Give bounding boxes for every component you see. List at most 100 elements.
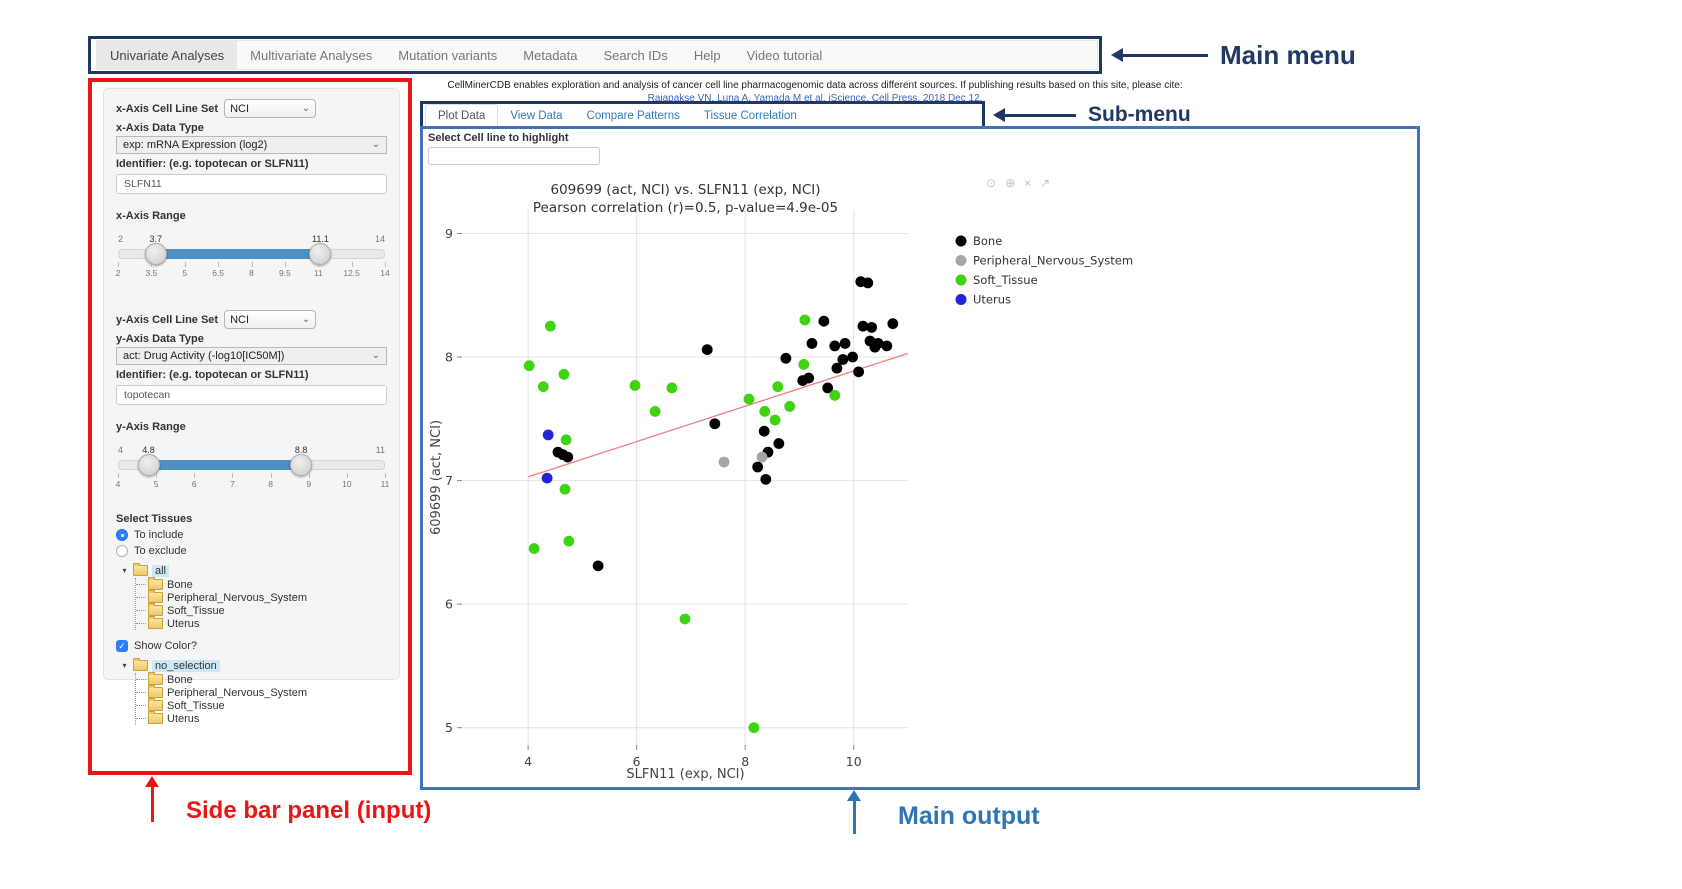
- scatter-point-bone[interactable]: [853, 366, 865, 378]
- scatter-point-soft_tissue[interactable]: [829, 389, 841, 401]
- tab-mutation-variants[interactable]: Mutation variants: [398, 48, 498, 63]
- slider-handle-to[interactable]: [290, 454, 313, 476]
- x-axis-data-type-select[interactable]: exp: mRNA Expression (log2) ⌄: [116, 136, 387, 154]
- tree-node-uterus[interactable]: Uterus: [136, 616, 387, 630]
- scatter-point-soft_tissue[interactable]: [528, 543, 540, 554]
- tab-metadata[interactable]: Metadata: [523, 48, 578, 63]
- highlight-cell-line-input[interactable]: [428, 147, 600, 165]
- scatter-point-bone[interactable]: [881, 340, 893, 352]
- tab-video-tutorial[interactable]: Video tutorial: [746, 48, 823, 63]
- scatter-point-soft_tissue[interactable]: [560, 434, 572, 446]
- scatter-point-bone[interactable]: [847, 351, 859, 363]
- scatter-point-soft_tissue[interactable]: [748, 722, 760, 734]
- tab-multivariate-analyses[interactable]: Multivariate Analyses: [250, 48, 373, 63]
- scatter-point-bone[interactable]: [839, 338, 851, 349]
- scatter-point-soft_tissue[interactable]: [743, 393, 755, 405]
- radio-to-exclude-label: To exclude: [134, 545, 187, 557]
- x-axis-range-slider[interactable]: 2 14 3.7 11.1 2 3.5 5 6.5 8 9.5 11 12.5 14: [116, 234, 390, 282]
- close-icon[interactable]: ×: [1024, 176, 1032, 190]
- scatter-point-bone[interactable]: [592, 560, 604, 572]
- scatter-point-bone[interactable]: [869, 341, 881, 353]
- scatter-point-soft_tissue[interactable]: [544, 320, 556, 332]
- autoscale-icon[interactable]: ↗: [1040, 176, 1051, 190]
- scatter-point-soft_tissue[interactable]: [769, 414, 781, 426]
- tab-compare-patterns[interactable]: Compare Patterns: [586, 110, 680, 122]
- scatter-point-bone[interactable]: [562, 451, 574, 463]
- scatter-point-soft_tissue[interactable]: [629, 380, 641, 391]
- tree-node-all[interactable]: ▾ all: [120, 563, 387, 578]
- citation-link[interactable]: Rajapakse VN, Luna A, Yamada M et al. iS…: [647, 93, 983, 104]
- scatter-point-uterus[interactable]: [542, 429, 554, 441]
- tree-node-no-selection[interactable]: ▾ no_selection: [120, 658, 387, 673]
- x-axis-identifier-input[interactable]: [116, 174, 387, 194]
- slider-handle-to[interactable]: [309, 243, 332, 265]
- scatter-point-soft_tissue[interactable]: [784, 401, 796, 412]
- scatter-point-uterus[interactable]: [541, 472, 553, 484]
- x-axis-cell-line-set-select[interactable]: NCI ⌄: [224, 99, 317, 118]
- y-axis-identifier-input[interactable]: [116, 385, 387, 405]
- tab-help[interactable]: Help: [693, 48, 721, 63]
- tab-view-data[interactable]: View Data: [510, 110, 563, 122]
- tab-tissue-correlation[interactable]: Tissue Correlation: [703, 110, 797, 122]
- slider-handle-from[interactable]: [137, 454, 160, 476]
- scatter-point-bone[interactable]: [797, 375, 809, 386]
- tree-node-soft-tissue[interactable]: Soft_Tissue: [136, 603, 387, 617]
- scatter-point-bone[interactable]: [752, 461, 764, 473]
- scatter-point-bone[interactable]: [780, 352, 792, 364]
- scatter-point-bone[interactable]: [758, 425, 770, 437]
- tree-node-peripheral-nervous-system[interactable]: Peripheral_Nervous_System: [136, 685, 387, 699]
- scatter-point-bone[interactable]: [818, 315, 830, 327]
- scatter-point-bone[interactable]: [866, 321, 878, 333]
- scatter-point-bone[interactable]: [829, 340, 841, 352]
- scatter-point-soft_tissue[interactable]: [759, 405, 771, 417]
- camera-icon[interactable]: ⊙: [986, 176, 997, 190]
- tree-node-peripheral-nervous-system[interactable]: Peripheral_Nervous_System: [136, 590, 387, 604]
- expander-icon[interactable]: ▾: [122, 566, 127, 575]
- y-axis-data-type-select[interactable]: act: Drug Activity (-log10[IC50M]) ⌄: [116, 347, 387, 365]
- tab-univariate-analyses[interactable]: Univariate Analyses: [97, 41, 238, 69]
- scatter-point-soft_tissue[interactable]: [537, 381, 549, 393]
- scatter-point-soft_tissue[interactable]: [666, 382, 678, 394]
- y-axis-range-slider[interactable]: 4 11 4.8 8.8 4 5 6 7 8 9 10 11: [116, 445, 390, 493]
- radio-to-exclude[interactable]: To exclude: [116, 545, 387, 557]
- scatter-point-bone[interactable]: [709, 418, 721, 430]
- legend-marker-soft_tissue[interactable]: [955, 274, 967, 286]
- scatter-point-bone[interactable]: [887, 318, 899, 330]
- scatter-point-bone[interactable]: [822, 382, 834, 394]
- scatter-point-soft_tissue[interactable]: [772, 381, 784, 393]
- radio-to-include[interactable]: To include: [116, 529, 387, 541]
- zoom-in-icon[interactable]: ⊕: [1005, 176, 1016, 190]
- scatter-point-soft_tissue[interactable]: [679, 613, 691, 625]
- scatter-point-bone[interactable]: [857, 320, 869, 332]
- scatter-point-bone[interactable]: [760, 473, 772, 485]
- scatter-point-soft_tissue[interactable]: [798, 359, 810, 370]
- y-axis-cell-line-set-select[interactable]: NCI ⌄: [224, 310, 317, 329]
- tree-node-bone[interactable]: Bone: [136, 577, 387, 591]
- slider-tick-label: 3.5: [145, 268, 158, 278]
- tree-node-uterus[interactable]: Uterus: [136, 711, 387, 725]
- scatter-point-soft_tissue[interactable]: [563, 535, 575, 547]
- show-color-checkbox-row[interactable]: ✓ Show Color?: [116, 640, 387, 652]
- scatter-point-soft_tissue[interactable]: [523, 360, 535, 372]
- tab-plot-data[interactable]: Plot Data: [425, 104, 499, 128]
- tree-node-bone[interactable]: Bone: [136, 672, 387, 686]
- slider-handle-from[interactable]: [144, 243, 167, 265]
- legend-marker-bone[interactable]: [955, 235, 967, 247]
- scatter-point-bone[interactable]: [862, 277, 874, 289]
- scatter-point-bone[interactable]: [701, 344, 713, 356]
- scatter-point-peripheral_nervous_system[interactable]: [756, 451, 768, 463]
- scatter-point-soft_tissue[interactable]: [558, 368, 570, 380]
- scatter-point-bone[interactable]: [806, 338, 818, 349]
- scatter-point-soft_tissue[interactable]: [649, 405, 661, 417]
- scatter-point-soft_tissue[interactable]: [559, 483, 571, 495]
- tab-search-ids[interactable]: Search IDs: [603, 48, 668, 63]
- scatter-point-bone[interactable]: [831, 362, 843, 374]
- legend-marker-peripheral_nervous_system[interactable]: [955, 255, 967, 266]
- scatter-point-peripheral_nervous_system[interactable]: [718, 456, 730, 468]
- legend-marker-uterus[interactable]: [955, 294, 967, 305]
- tree-node-soft-tissue[interactable]: Soft_Tissue: [136, 698, 387, 712]
- expander-icon[interactable]: ▾: [122, 661, 127, 670]
- scatter-point-soft_tissue[interactable]: [799, 314, 811, 326]
- scatter-point-bone[interactable]: [773, 438, 785, 449]
- scatter-point-bone[interactable]: [837, 354, 849, 365]
